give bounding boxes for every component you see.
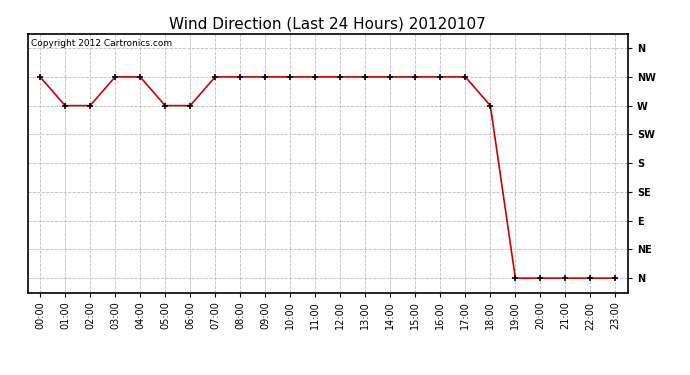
Title: Wind Direction (Last 24 Hours) 20120107: Wind Direction (Last 24 Hours) 20120107	[169, 16, 486, 31]
Text: Copyright 2012 Cartronics.com: Copyright 2012 Cartronics.com	[30, 39, 172, 48]
